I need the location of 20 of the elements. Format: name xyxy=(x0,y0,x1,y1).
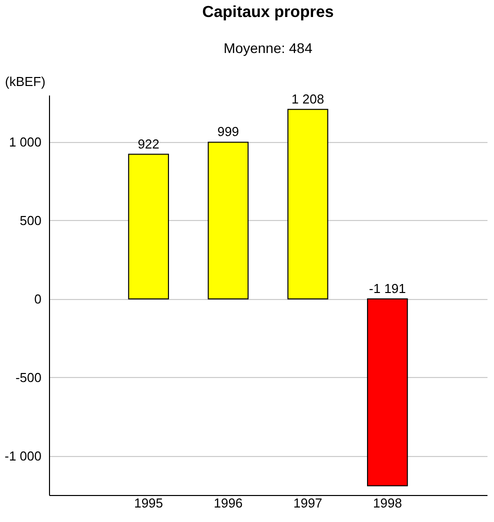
bar xyxy=(128,154,169,300)
y-tick-label: 1 000 xyxy=(8,134,42,150)
x-tick-label: 1996 xyxy=(214,496,243,510)
x-tick-label: 1997 xyxy=(293,496,322,510)
y-tick-label: -1 000 xyxy=(4,448,42,464)
bar xyxy=(367,298,408,486)
chart-title: Capitaux propres xyxy=(202,4,334,21)
x-tick-label: 1995 xyxy=(134,496,164,510)
y-axis-title: (kBEF) xyxy=(5,74,46,89)
data-label: 999 xyxy=(217,124,240,140)
y-tick-label: 500 xyxy=(20,212,42,228)
x-tick-label: 1998 xyxy=(372,496,402,510)
y-tick-label: 0 xyxy=(34,291,42,306)
bar xyxy=(287,108,328,300)
chart-subtitle: Moyenne: 484 xyxy=(224,40,313,56)
data-label: 922 xyxy=(138,136,160,152)
bar xyxy=(208,142,249,300)
y-tick-label: -500 xyxy=(15,370,42,385)
data-label: -1 191 xyxy=(369,280,406,296)
data-label: 1 208 xyxy=(292,91,324,106)
